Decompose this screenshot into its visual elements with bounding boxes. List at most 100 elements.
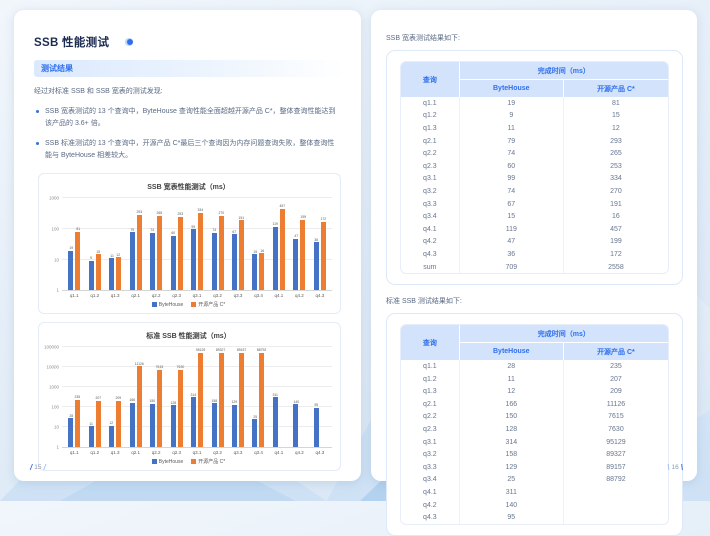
y-tick-label: 100000 — [43, 344, 59, 350]
bar — [231, 404, 237, 448]
x-tick-label: q1.2 — [90, 293, 100, 299]
bar — [68, 418, 74, 448]
value-cell: 88792 — [606, 476, 626, 484]
bullet-text: SSB 标准测试的 13 个查询中，开源产品 C*最后三个查询因为内存问题查询失… — [45, 140, 335, 159]
bar-group: 28 235 — [64, 347, 84, 448]
bar-group: 314 95129 — [187, 347, 207, 448]
query-cell: q3.1 — [401, 435, 460, 449]
value-cell: 67 — [460, 197, 564, 211]
value-cell: 172 — [610, 250, 622, 258]
table-row: q4.3 36 172 — [401, 248, 668, 261]
query-cell: q1.1 — [401, 97, 460, 110]
value-cell: 12 — [612, 124, 620, 132]
bar — [259, 352, 265, 448]
table-card-standard: 查询 完成时间（ms） ByteHouse 开源产品 C* q1.1 28 235 q1.2… — [386, 313, 683, 536]
value-cell: 150 — [460, 410, 564, 424]
query-cell: q4.3 — [401, 248, 460, 261]
value-cell: 128 — [460, 423, 564, 436]
bar — [211, 403, 217, 448]
bar-value-label: 12 — [116, 251, 121, 257]
chart-y-axis: 1 10 100 1000 — [45, 195, 62, 293]
bar-column: 119 — [272, 198, 278, 291]
bar — [191, 397, 197, 448]
bar-column: 150 — [150, 347, 156, 448]
gridline — [62, 227, 332, 229]
query-cell: q3.3 — [401, 197, 460, 211]
bar-value-label: 89157 — [236, 347, 247, 352]
query-cell: q4.1 — [401, 222, 460, 236]
query-cell: q2.1 — [401, 398, 460, 411]
value-cell — [564, 511, 668, 524]
value-cell: 74 — [460, 185, 564, 198]
table-row: q3.4 25 88792 — [401, 473, 668, 487]
legend-color-chip — [191, 459, 197, 465]
section-header: 测试结果 — [34, 60, 345, 77]
bar-column — [300, 347, 306, 447]
x-tick-label: q3.4 — [254, 293, 263, 299]
value-cell: 265 — [610, 150, 622, 158]
bar — [231, 234, 237, 291]
bar-value-label: 199 — [300, 214, 306, 219]
bar-column: 334 — [198, 198, 204, 291]
bar-column: 79 — [129, 198, 135, 291]
table-row: sum 709 2558 — [401, 260, 668, 274]
bar-value-label: 265 — [156, 210, 163, 215]
bar-column: 128 — [170, 347, 176, 448]
table-row: q2.2 150 7615 — [401, 410, 668, 424]
value-cell: 709 — [460, 260, 564, 274]
x-tick-label: q1.1 — [69, 293, 79, 299]
x-tick-label: q4.2 — [295, 293, 304, 299]
query-cell: q2.2 — [401, 147, 460, 160]
bar-group: 67 191 — [228, 198, 248, 291]
bar-group: 9 15 — [84, 198, 104, 291]
bar-value-label: 81 — [75, 226, 80, 231]
bar-column: 209 — [116, 347, 122, 448]
bar-column: 457 — [279, 198, 285, 291]
bar — [129, 232, 135, 291]
table-row: q3.3 67 191 — [401, 197, 668, 211]
value-cell — [564, 486, 668, 499]
value-cell: 19 — [460, 97, 564, 110]
bar-value-label: 172 — [320, 216, 327, 221]
bar-column: 7630 — [176, 347, 184, 448]
table-row: q1.1 19 81 — [401, 97, 668, 110]
table-row: q1.3 12 209 — [401, 385, 668, 399]
bar-column: 28 — [68, 347, 74, 448]
value-cell: 28 — [460, 360, 564, 373]
value-cell: 334 — [610, 175, 622, 183]
query-cell: q4.1 — [401, 486, 460, 499]
bar — [109, 258, 115, 291]
bar-column: 270 — [218, 198, 224, 291]
value-cell: 166 — [460, 398, 564, 411]
value-cell: 11 — [460, 122, 564, 135]
column-header-bytehouse: ByteHouse — [459, 343, 564, 361]
gridline — [62, 406, 332, 408]
value-cell: 253 — [610, 162, 622, 170]
table-row: q1.2 9 15 — [401, 109, 668, 123]
table-row: q2.1 79 293 — [401, 134, 668, 148]
y-tick-label: 10000 — [46, 364, 59, 370]
bar-value-label: 129 — [231, 399, 238, 405]
chart-plot-area: 28 235 11 207 12 209 166 11126 150 7615 128 7630 314… — [62, 346, 332, 449]
bar-group: 19 81 — [64, 198, 84, 291]
value-cell: 209 — [610, 388, 622, 396]
page-number-right: \ 16 \ — [667, 463, 683, 472]
query-cell: sum — [401, 260, 460, 274]
bar — [238, 352, 244, 448]
value-cell: 15 — [460, 210, 564, 223]
bar-group: 95 — [310, 347, 330, 448]
bar — [68, 250, 74, 291]
value-cell: 9 — [460, 109, 564, 123]
y-tick-label: 1000 — [48, 195, 59, 201]
bar — [252, 254, 258, 291]
gridline — [62, 366, 332, 368]
bar-column: 11 — [88, 347, 94, 448]
legend-color-chip — [151, 459, 157, 465]
column-header-bytehouse: ByteHouse — [459, 80, 564, 97]
bar-column: 265 — [156, 198, 163, 291]
value-cell: 158 — [460, 448, 564, 462]
table-row: q4.1 311 — [401, 486, 668, 499]
value-cell: 16 — [612, 213, 620, 221]
bar-group: 12 209 — [105, 347, 125, 448]
query-cell: q1.1 — [401, 360, 460, 373]
